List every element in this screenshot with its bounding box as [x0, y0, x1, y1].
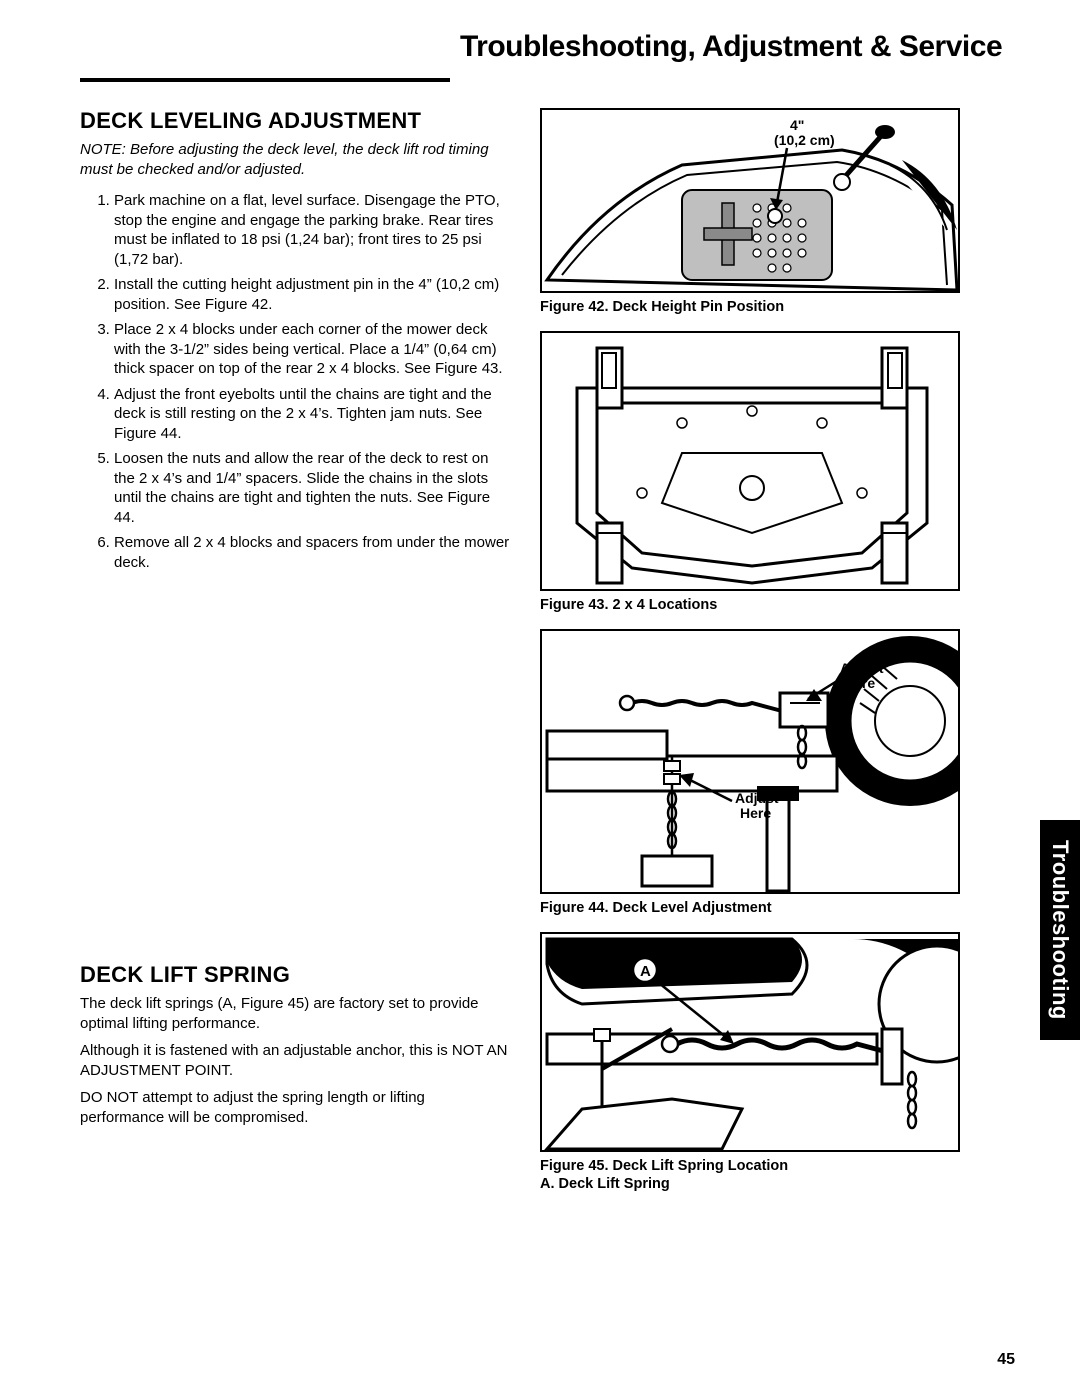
side-tab-troubleshooting: Troubleshooting [1040, 820, 1080, 1040]
right-column: 4" (10,2 cm) Figure 42. Deck Height Pin … [540, 108, 1000, 1208]
content-columns: DECK LEVELING ADJUSTMENT NOTE: Before ad… [80, 108, 1025, 1208]
leveling-section: DECK LEVELING ADJUSTMENT NOTE: Before ad… [80, 108, 510, 572]
header-rule [80, 78, 450, 82]
fig42-label2: (10,2 cm) [774, 132, 835, 148]
figure-45: A [540, 932, 960, 1152]
figure-44-caption: Figure 44. Deck Level Adjustment [540, 900, 1000, 916]
leveling-steps: Park machine on a flat, level surface. D… [80, 191, 510, 572]
fig45-letter: A [640, 963, 651, 980]
step-item: Install the cutting height adjustment pi… [114, 275, 510, 314]
figure-45-svg: A [542, 934, 960, 1152]
page-title: Troubleshooting, Adjustment & Service [460, 30, 1002, 64]
leveling-note: NOTE: Before adjusting the deck level, t… [80, 140, 510, 179]
spring-p2: Although it is fastened with an adjustab… [80, 1041, 510, 1080]
page-number: 45 [997, 1351, 1015, 1369]
figure-45-caption: Figure 45. Deck Lift Spring Location [540, 1158, 1000, 1174]
figure-43-svg [542, 333, 960, 591]
figure-43-caption: Figure 43. 2 x 4 Locations [540, 597, 1000, 613]
step-item: Loosen the nuts and allow the rear of th… [114, 449, 510, 527]
fig44-adjust-2a: Adjust [735, 790, 779, 806]
fig44-here-1a: Here [844, 675, 875, 691]
figure-42-caption: Figure 42. Deck Height Pin Position [540, 299, 1000, 315]
left-column: DECK LEVELING ADJUSTMENT NOTE: Before ad… [80, 108, 510, 1208]
figure-42: 4" (10,2 cm) [540, 108, 960, 293]
fig44-adjust-1a: Adjust [840, 660, 884, 676]
fig44-here-2a: Here [740, 805, 771, 821]
figure-43 [540, 331, 960, 591]
fig42-label1: 4" [790, 117, 804, 133]
figure-44-svg: Adjust Here Adjust Here [542, 631, 960, 894]
spring-p3: DO NOT attempt to adjust the spring leng… [80, 1088, 510, 1127]
step-item: Place 2 x 4 blocks under each corner of … [114, 320, 510, 379]
step-item: Park machine on a flat, level surface. D… [114, 191, 510, 269]
leveling-heading: DECK LEVELING ADJUSTMENT [80, 108, 510, 134]
figure-44: Adjust Here Adjust Here [540, 629, 960, 894]
page-header: Troubleshooting, Adjustment & Service [80, 30, 1025, 86]
spring-p1: The deck lift springs (A, Figure 45) are… [80, 994, 510, 1033]
step-item: Adjust the front eyebolts until the chai… [114, 385, 510, 444]
figure-45-sub: A. Deck Lift Spring [540, 1176, 1000, 1192]
step-item: Remove all 2 x 4 blocks and spacers from… [114, 533, 510, 572]
spring-heading: DECK LIFT SPRING [80, 962, 510, 988]
figure-42-svg: 4" (10,2 cm) [542, 110, 960, 293]
spring-section: DECK LIFT SPRING The deck lift springs (… [80, 962, 510, 1127]
